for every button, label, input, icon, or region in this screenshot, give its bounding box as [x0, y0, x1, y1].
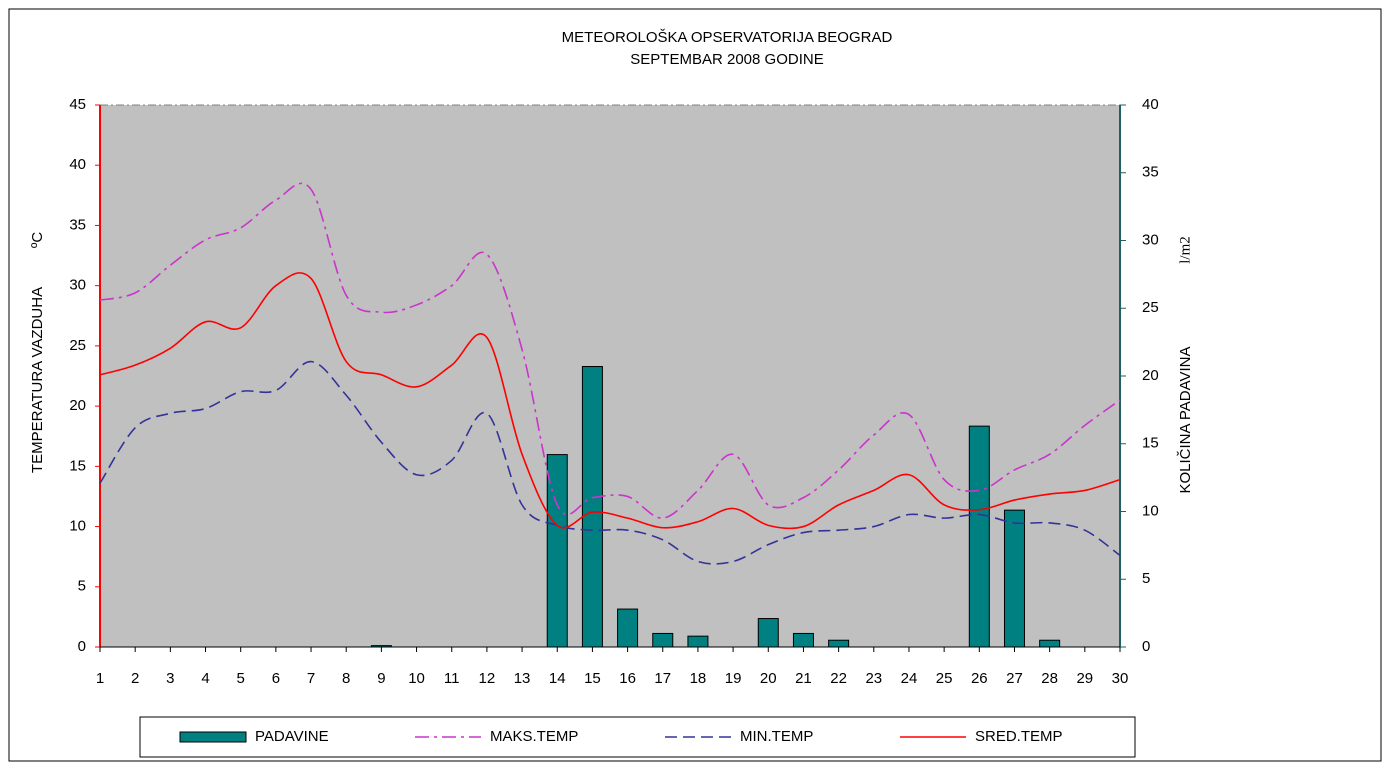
bar	[652, 632, 674, 648]
y-tick-label: 45	[69, 96, 86, 113]
line	[99, 182, 1121, 519]
y-axis-label: TEMPERATURA VAZDUHA	[29, 287, 46, 473]
x-tick-label: 12	[479, 670, 496, 687]
x-tick-label: 25	[936, 670, 953, 687]
y2-tick-label: 15	[1142, 435, 1159, 452]
bar	[617, 608, 639, 648]
legend-label: MIN.TEMP	[740, 728, 813, 745]
line	[99, 272, 1121, 530]
x-tick-label: 29	[1076, 670, 1093, 687]
x-tick-label: 21	[795, 670, 812, 687]
x-tick-label: 11	[444, 670, 460, 687]
bar	[581, 366, 603, 648]
legend-swatch	[179, 731, 247, 743]
y2-tick-label: 0	[1142, 638, 1150, 655]
y-tick-label: 10	[69, 518, 86, 535]
y-tick-label: 25	[69, 337, 86, 354]
legend-label: SRED.TEMP	[975, 728, 1063, 745]
x-tick-label: 2	[131, 670, 139, 687]
bar	[370, 645, 392, 648]
bar	[757, 618, 779, 648]
y-tick-label: 35	[69, 216, 86, 233]
bar	[968, 425, 990, 648]
bar	[1003, 509, 1025, 648]
x-tick-label: 5	[237, 670, 245, 687]
x-tick-label: 9	[377, 670, 385, 687]
y-tick-label: 40	[69, 156, 86, 173]
x-tick-label: 30	[1112, 670, 1129, 687]
y-tick-label: 5	[78, 578, 86, 595]
x-tick-label: 23	[865, 670, 882, 687]
x-tick-label: 27	[1006, 670, 1023, 687]
x-tick-label: 28	[1041, 670, 1058, 687]
x-tick-label: 6	[272, 670, 280, 687]
y2-tick-label: 25	[1142, 299, 1159, 316]
x-tick-label: 3	[166, 670, 174, 687]
x-tick-label: 14	[549, 670, 566, 687]
x-tick-label: 19	[725, 670, 742, 687]
legend-label: MAKS.TEMP	[490, 728, 578, 745]
y2-axis-unit: l/m2	[1177, 236, 1193, 264]
x-tick-label: 7	[307, 670, 315, 687]
x-tick-label: 26	[971, 670, 988, 687]
y2-tick-label: 30	[1142, 231, 1159, 248]
bar	[792, 632, 814, 648]
y2-tick-label: 10	[1142, 502, 1159, 519]
y2-tick-label: 35	[1142, 164, 1159, 181]
x-tick-label: 18	[690, 670, 707, 687]
bar	[828, 639, 850, 648]
bar	[687, 635, 709, 648]
x-tick-label: 8	[342, 670, 350, 687]
x-tick-label: 16	[619, 670, 636, 687]
x-tick-label: 17	[654, 670, 671, 687]
plot-area	[100, 105, 1120, 647]
x-tick-label: 4	[201, 670, 209, 687]
y2-tick-label: 40	[1142, 96, 1159, 113]
bar	[546, 454, 568, 648]
y2-axis-label: KOLIČINA PADAVINA	[1177, 347, 1194, 494]
y-tick-label: 15	[69, 457, 86, 474]
x-tick-label: 20	[760, 670, 777, 687]
x-tick-label: 22	[830, 670, 847, 687]
x-tick-label: 13	[514, 670, 531, 687]
y-tick-label: 20	[69, 397, 86, 414]
x-tick-label: 15	[584, 670, 601, 687]
bar	[1039, 639, 1061, 648]
y-axis-unit: ºC	[29, 232, 46, 248]
y2-tick-label: 5	[1142, 570, 1150, 587]
legend-label: PADAVINE	[255, 728, 329, 745]
x-tick-label: 1	[96, 670, 104, 687]
y2-tick-label: 20	[1142, 367, 1159, 384]
y-tick-label: 0	[78, 638, 86, 655]
y-tick-label: 30	[69, 277, 86, 294]
chart-title: METEOROLOŠKA OPSERVATORIJA BEOGRAD	[562, 29, 893, 46]
legend-box	[139, 716, 1136, 758]
line	[99, 360, 1121, 565]
chart-subtitle: SEPTEMBAR 2008 GODINE	[630, 51, 823, 68]
x-tick-label: 24	[901, 670, 918, 687]
x-tick-label: 10	[408, 670, 425, 687]
